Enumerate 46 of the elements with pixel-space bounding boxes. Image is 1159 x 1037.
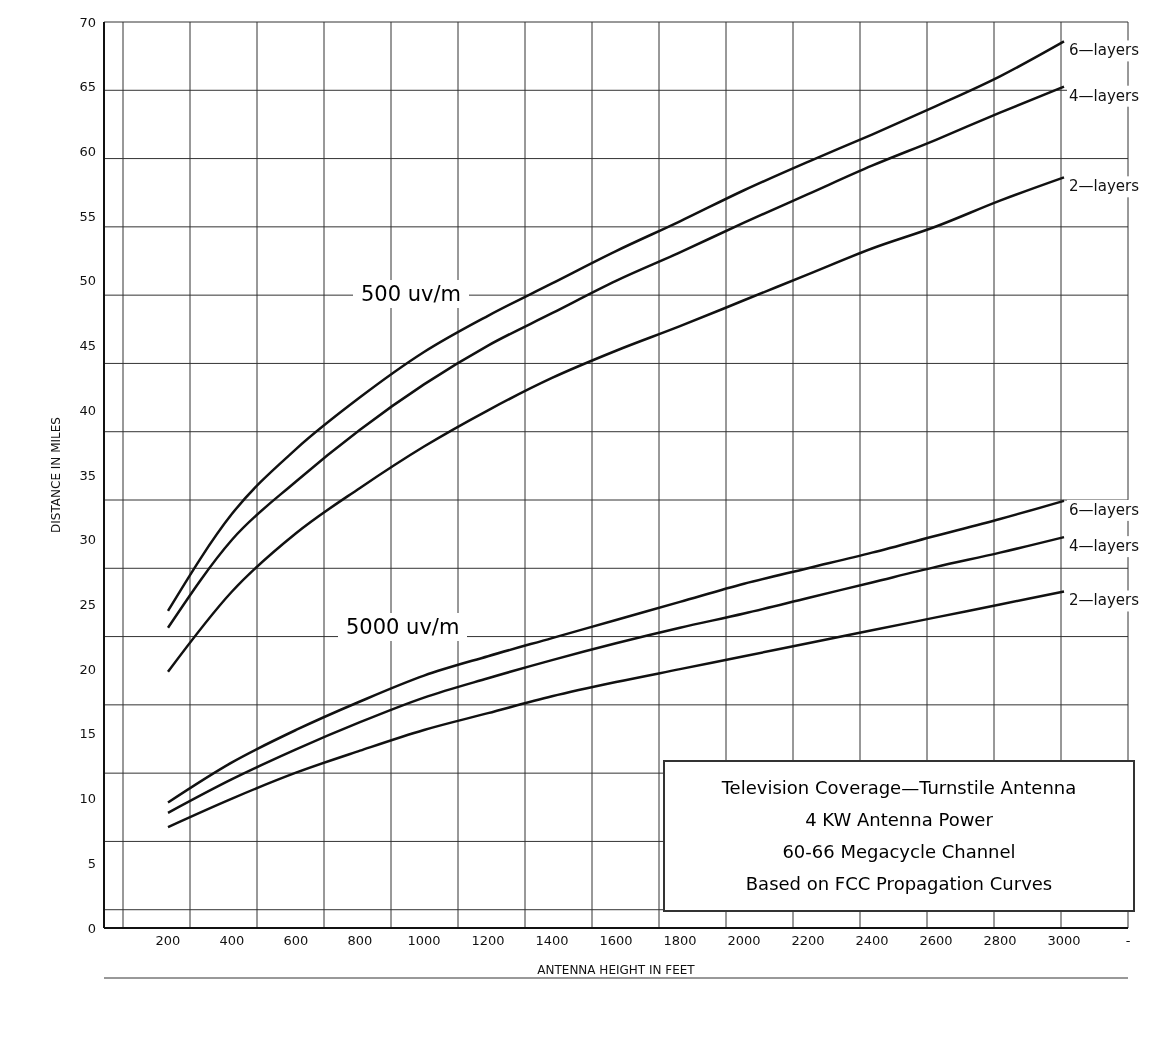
x-tick-label: 600 <box>283 933 309 949</box>
y-tick-label: 30 <box>79 532 96 548</box>
x-tick-label: 2800 <box>983 933 1017 949</box>
y-tick-label: 50 <box>79 273 96 289</box>
y-tick-label: 5 <box>87 855 96 871</box>
x-axis-title: ANTENNA HEIGHT IN FEET <box>537 963 696 977</box>
x-tick-label: 800 <box>347 933 373 949</box>
annotation: 5000 uv/m <box>338 613 468 641</box>
x-tick-label: 400 <box>219 933 245 949</box>
x-tick-label: 1800 <box>663 933 697 949</box>
y-tick-label: 65 <box>79 79 96 95</box>
x-tick-label: 2400 <box>855 933 889 949</box>
y-tick-label: 20 <box>79 661 96 677</box>
x-tick-label: 2000 <box>727 933 761 949</box>
y-tick-label: 45 <box>79 338 96 354</box>
series-label: 4—layers <box>1069 86 1140 105</box>
y-axis-title: DISTANCE IN MILES <box>49 417 64 533</box>
x-tick-label: 1400 <box>535 933 569 949</box>
line-series <box>166 176 1066 673</box>
x-tick-label: 2200 <box>791 933 825 949</box>
x-tick-label: 1200 <box>471 933 505 949</box>
y-tick-label: 10 <box>79 791 96 807</box>
y-tick-label: 0 <box>87 920 96 936</box>
x-tick-label: 2600 <box>919 933 953 949</box>
y-tick-label: 25 <box>79 597 96 613</box>
series-label: 2—layers <box>1069 591 1140 610</box>
x-tick-label: - <box>1125 933 1131 949</box>
x-tick-label: 1600 <box>599 933 633 949</box>
y-tick-label: 40 <box>79 402 96 418</box>
x-tick-label: 200 <box>155 933 181 949</box>
x-tick-label: 1000 <box>407 933 441 949</box>
x-tick-label: 3000 <box>1047 933 1081 949</box>
y-tick-label: 70 <box>79 14 96 30</box>
series-label: 2—layers <box>1069 177 1140 196</box>
y-tick-label: 60 <box>79 144 96 160</box>
annotation: 60-66 Megacycle Channel <box>781 840 1017 864</box>
y-tick-label: 55 <box>79 208 96 224</box>
annotation: 4 KW Antenna Power <box>804 808 994 832</box>
y-tick-label: 35 <box>79 467 96 483</box>
annotation: Based on FCC Propagation Curves <box>744 872 1054 896</box>
series-label: 6—layers <box>1069 41 1140 60</box>
series-label: 4—layers <box>1069 537 1140 556</box>
annotation: 500 uv/m <box>353 280 470 308</box>
y-tick-label: 15 <box>79 726 96 742</box>
annotation: Television Coverage—Turnstile Antenna <box>720 776 1078 800</box>
series-label: 6—layers <box>1069 500 1140 519</box>
